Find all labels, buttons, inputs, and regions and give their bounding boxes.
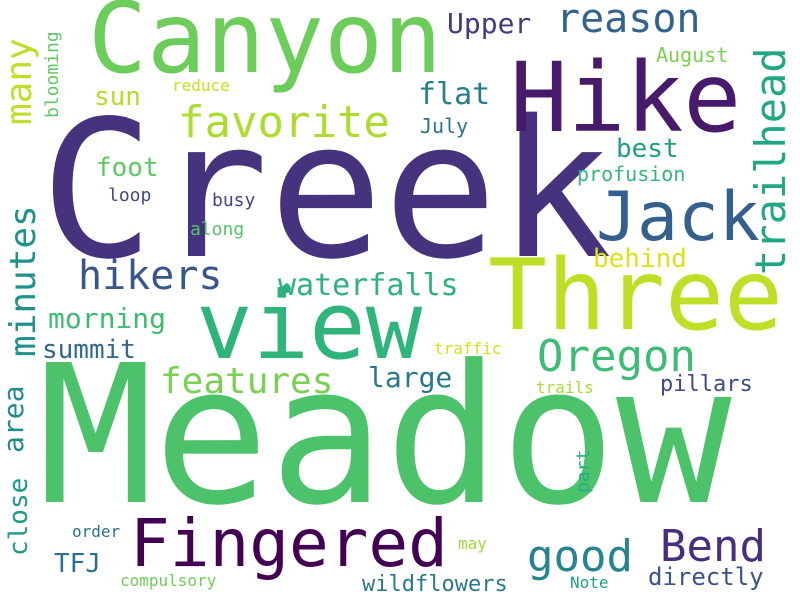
word-features: features: [160, 361, 334, 402]
word-directly: directly: [648, 563, 764, 591]
word-view: view: [196, 272, 423, 381]
word-part: part: [573, 449, 594, 493]
word-three: Three: [488, 239, 784, 353]
word-blooming: blooming: [42, 31, 63, 118]
word-pillars: pillars: [660, 372, 753, 397]
word-july: July: [420, 114, 469, 138]
word-wildflowers: wildflowers: [362, 572, 508, 597]
word-profusion: profusion: [577, 162, 686, 186]
word-large: large: [368, 361, 453, 394]
word-sun: sun: [94, 82, 141, 112]
word-fingered: Fingered: [130, 505, 448, 582]
word-jack: Jack: [596, 178, 760, 257]
word-foot: foot: [96, 153, 159, 183]
word-many: many: [0, 38, 40, 125]
word-best: best: [616, 134, 679, 164]
word-summit: summit: [42, 335, 136, 365]
word-compulsory: compulsory: [120, 571, 217, 590]
word-may: may: [458, 534, 487, 553]
word-flat: flat: [418, 77, 491, 112]
word-trailhead: trailhead: [746, 47, 795, 275]
word-busy: busy: [212, 190, 256, 211]
word-order: order: [72, 522, 121, 541]
word-creek: Creek: [40, 80, 612, 301]
word-hike: Hike: [510, 42, 742, 154]
word-minutes: minutes: [3, 205, 44, 357]
word-area: area: [0, 385, 30, 453]
word-upper: Upper: [447, 7, 532, 40]
word-close: close: [4, 477, 34, 556]
word-separator-dot: [282, 284, 291, 293]
word-traffic: traffic: [434, 339, 502, 358]
word-behind: behind: [593, 244, 687, 274]
word-oregon: Oregon: [537, 331, 696, 382]
word-loop: loop: [108, 185, 152, 206]
word-canyon: Canyon: [88, 0, 443, 96]
word-reason: reason: [556, 0, 701, 42]
word-tfj: TFJ: [54, 549, 101, 579]
word-bend: Bend: [660, 521, 766, 572]
word-along: along: [190, 219, 245, 240]
word-good: good: [527, 531, 633, 582]
word-trails: trails: [536, 378, 594, 397]
word-reduce: reduce: [172, 76, 230, 95]
word-waterfalls: waterfalls: [278, 268, 459, 303]
word-hikers: hikers: [78, 253, 223, 299]
word-morning: morning: [48, 302, 167, 335]
word-favorite: favorite: [178, 97, 390, 148]
word-note: Note: [570, 573, 609, 592]
word-august: August: [656, 43, 729, 67]
word-meadow: Meadow: [38, 325, 732, 548]
